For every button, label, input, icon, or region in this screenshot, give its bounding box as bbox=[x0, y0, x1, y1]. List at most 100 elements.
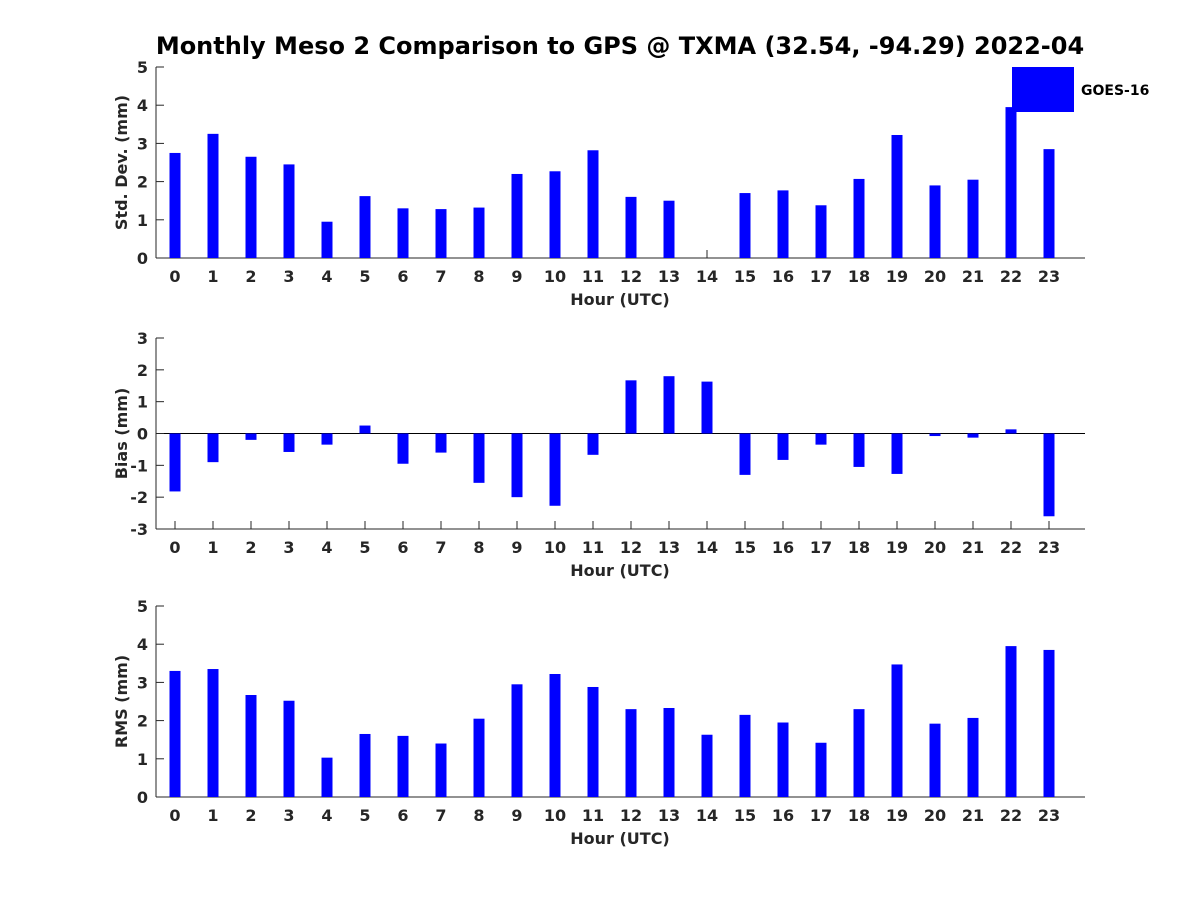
x-tick-label: 17 bbox=[810, 538, 832, 557]
bias-bar-16 bbox=[777, 433, 789, 460]
x-tick-label: 13 bbox=[658, 806, 680, 825]
rms-bar-20 bbox=[929, 723, 941, 797]
x-tick-label: 20 bbox=[924, 538, 946, 557]
x-tick-label: 5 bbox=[359, 538, 370, 557]
bias-bar-23 bbox=[1043, 433, 1055, 517]
x-tick-label: 14 bbox=[696, 806, 718, 825]
x-tick-label: 21 bbox=[962, 806, 984, 825]
x-tick-label: 19 bbox=[886, 267, 908, 286]
y-tick-label: -3 bbox=[130, 520, 148, 539]
rms-bar-11 bbox=[587, 686, 599, 797]
x-tick-label: 0 bbox=[169, 267, 180, 286]
x-tick-label: 13 bbox=[658, 267, 680, 286]
x-tick-label: 9 bbox=[511, 806, 522, 825]
y-tick-label: 4 bbox=[137, 635, 148, 654]
x-tick-label: 15 bbox=[734, 267, 756, 286]
bias-bar-10 bbox=[549, 433, 561, 506]
bias-bar-21 bbox=[967, 433, 979, 438]
x-tick-label: 16 bbox=[772, 538, 794, 557]
x-axis-label: Hour (UTC) bbox=[570, 290, 670, 309]
x-tick-label: 19 bbox=[886, 538, 908, 557]
std-dev-bar-13 bbox=[663, 200, 675, 258]
x-tick-label: 14 bbox=[696, 267, 718, 286]
bias-bar-19 bbox=[891, 433, 903, 474]
x-tick-label: 1 bbox=[207, 806, 218, 825]
std-dev-bar-12 bbox=[625, 196, 637, 258]
y-tick-label: 3 bbox=[137, 329, 148, 348]
x-tick-label: 4 bbox=[321, 267, 332, 286]
x-tick-label: 10 bbox=[544, 538, 566, 557]
bias-bar-13 bbox=[663, 376, 675, 434]
rms-bar-23 bbox=[1043, 649, 1055, 797]
x-tick-label: 15 bbox=[734, 806, 756, 825]
x-tick-label: 10 bbox=[544, 267, 566, 286]
x-tick-label: 12 bbox=[620, 538, 642, 557]
y-axis-label: Bias (mm) bbox=[112, 388, 131, 480]
rms-bar-2 bbox=[245, 695, 257, 797]
x-tick-label: 8 bbox=[473, 538, 484, 557]
std-dev-bar-16 bbox=[777, 190, 789, 258]
x-tick-label: 19 bbox=[886, 806, 908, 825]
x-tick-label: 23 bbox=[1038, 538, 1060, 557]
rms-bar-6 bbox=[397, 735, 409, 797]
y-tick-label: 1 bbox=[137, 750, 148, 769]
rms-bar-3 bbox=[283, 700, 295, 797]
x-tick-label: 21 bbox=[962, 538, 984, 557]
legend: GOES-16 bbox=[1012, 67, 1149, 112]
y-tick-label: 3 bbox=[137, 673, 148, 692]
y-tick-label: 0 bbox=[137, 788, 148, 807]
y-tick-label: 1 bbox=[137, 393, 148, 412]
x-tick-label: 6 bbox=[397, 538, 408, 557]
rms-bar-10 bbox=[549, 673, 561, 797]
rms-bar-5 bbox=[359, 733, 371, 797]
y-axis-label: Std. Dev. (mm) bbox=[112, 95, 131, 230]
rms-bar-4 bbox=[321, 757, 333, 797]
x-tick-label: 9 bbox=[511, 538, 522, 557]
x-tick-label: 17 bbox=[810, 267, 832, 286]
x-tick-label: 22 bbox=[1000, 806, 1022, 825]
x-tick-label: 18 bbox=[848, 267, 870, 286]
legend-swatch bbox=[1012, 67, 1074, 112]
y-tick-label: 0 bbox=[137, 249, 148, 268]
std-dev-bar-20 bbox=[929, 185, 941, 258]
bias-bar-18 bbox=[853, 433, 865, 467]
bias-bar-9 bbox=[511, 433, 523, 498]
x-tick-label: 8 bbox=[473, 806, 484, 825]
std-dev-bar-17 bbox=[815, 205, 827, 258]
std-dev-bar-9 bbox=[511, 173, 523, 258]
rms-bar-14 bbox=[701, 734, 713, 797]
bias-bar-15 bbox=[739, 433, 751, 475]
std-dev-bar-0 bbox=[169, 152, 181, 258]
x-tick-label: 4 bbox=[321, 538, 332, 557]
x-tick-label: 0 bbox=[169, 806, 180, 825]
y-tick-label: 1 bbox=[137, 211, 148, 230]
y-tick-label: 2 bbox=[137, 361, 148, 380]
rms-bar-18 bbox=[853, 709, 865, 797]
x-tick-label: 0 bbox=[169, 538, 180, 557]
y-tick-label: -2 bbox=[130, 488, 148, 507]
x-tick-label: 21 bbox=[962, 267, 984, 286]
rms-bar-1 bbox=[207, 669, 219, 797]
y-tick-label: 2 bbox=[137, 712, 148, 731]
x-tick-label: 3 bbox=[283, 538, 294, 557]
x-tick-label: 18 bbox=[848, 806, 870, 825]
x-tick-label: 5 bbox=[359, 267, 370, 286]
y-axis-label: RMS (mm) bbox=[112, 655, 131, 748]
std-dev-bar-15 bbox=[739, 193, 751, 258]
std-dev-bar-4 bbox=[321, 221, 333, 258]
std-dev-bar-5 bbox=[359, 196, 371, 258]
std-dev-bar-1 bbox=[207, 133, 219, 258]
x-tick-label: 3 bbox=[283, 806, 294, 825]
bias-bar-3 bbox=[283, 433, 295, 452]
x-tick-label: 9 bbox=[511, 267, 522, 286]
x-tick-label: 11 bbox=[582, 538, 604, 557]
bias-bar-5 bbox=[359, 425, 371, 434]
x-tick-label: 2 bbox=[245, 538, 256, 557]
rms-bar-13 bbox=[663, 707, 675, 797]
y-tick-label: 5 bbox=[137, 597, 148, 616]
std-dev-bar-18 bbox=[853, 178, 865, 258]
rms-bar-16 bbox=[777, 722, 789, 797]
x-tick-label: 16 bbox=[772, 267, 794, 286]
